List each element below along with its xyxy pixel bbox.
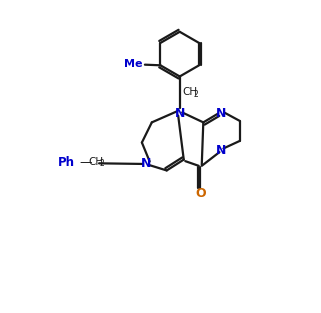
- Text: N: N: [216, 144, 226, 157]
- Text: N: N: [175, 106, 185, 120]
- Text: Ph: Ph: [58, 156, 75, 169]
- Text: CH: CH: [88, 157, 103, 167]
- Text: 2: 2: [99, 159, 104, 168]
- Text: N: N: [141, 157, 151, 170]
- Text: CH: CH: [183, 87, 198, 97]
- Text: —: —: [80, 156, 92, 169]
- Text: O: O: [195, 187, 205, 200]
- Text: 2: 2: [194, 90, 198, 99]
- Text: Me: Me: [124, 59, 143, 69]
- Text: N: N: [216, 106, 226, 120]
